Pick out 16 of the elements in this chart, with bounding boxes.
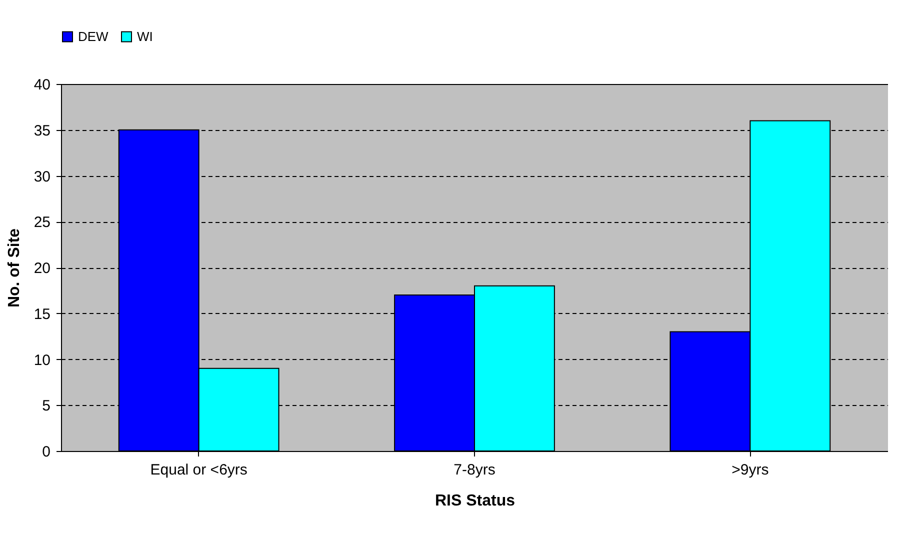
y-tick-label: 15: [34, 306, 50, 323]
y-tick-label: 40: [34, 76, 50, 94]
x-tick-label: Equal or <6yrs: [150, 462, 248, 478]
y-tick-label: 25: [34, 214, 50, 232]
x-tick-label: >9yrs: [732, 462, 769, 478]
y-tick-label: 0: [42, 444, 50, 460]
y-tick-label: 10: [34, 352, 50, 369]
y-tick-label: 35: [34, 122, 50, 140]
legend-label: WI: [137, 28, 153, 44]
y-tick-label: 30: [34, 168, 50, 186]
y-tick-label: 20: [34, 260, 50, 277]
y-tick-label: 5: [42, 398, 50, 415]
legend-label: DEW: [78, 28, 110, 44]
x-tick-label: 7-8yrs: [454, 462, 496, 478]
x-axis-title: RIS Status: [434, 492, 516, 510]
y-axis-title: No. of Site: [6, 228, 23, 308]
